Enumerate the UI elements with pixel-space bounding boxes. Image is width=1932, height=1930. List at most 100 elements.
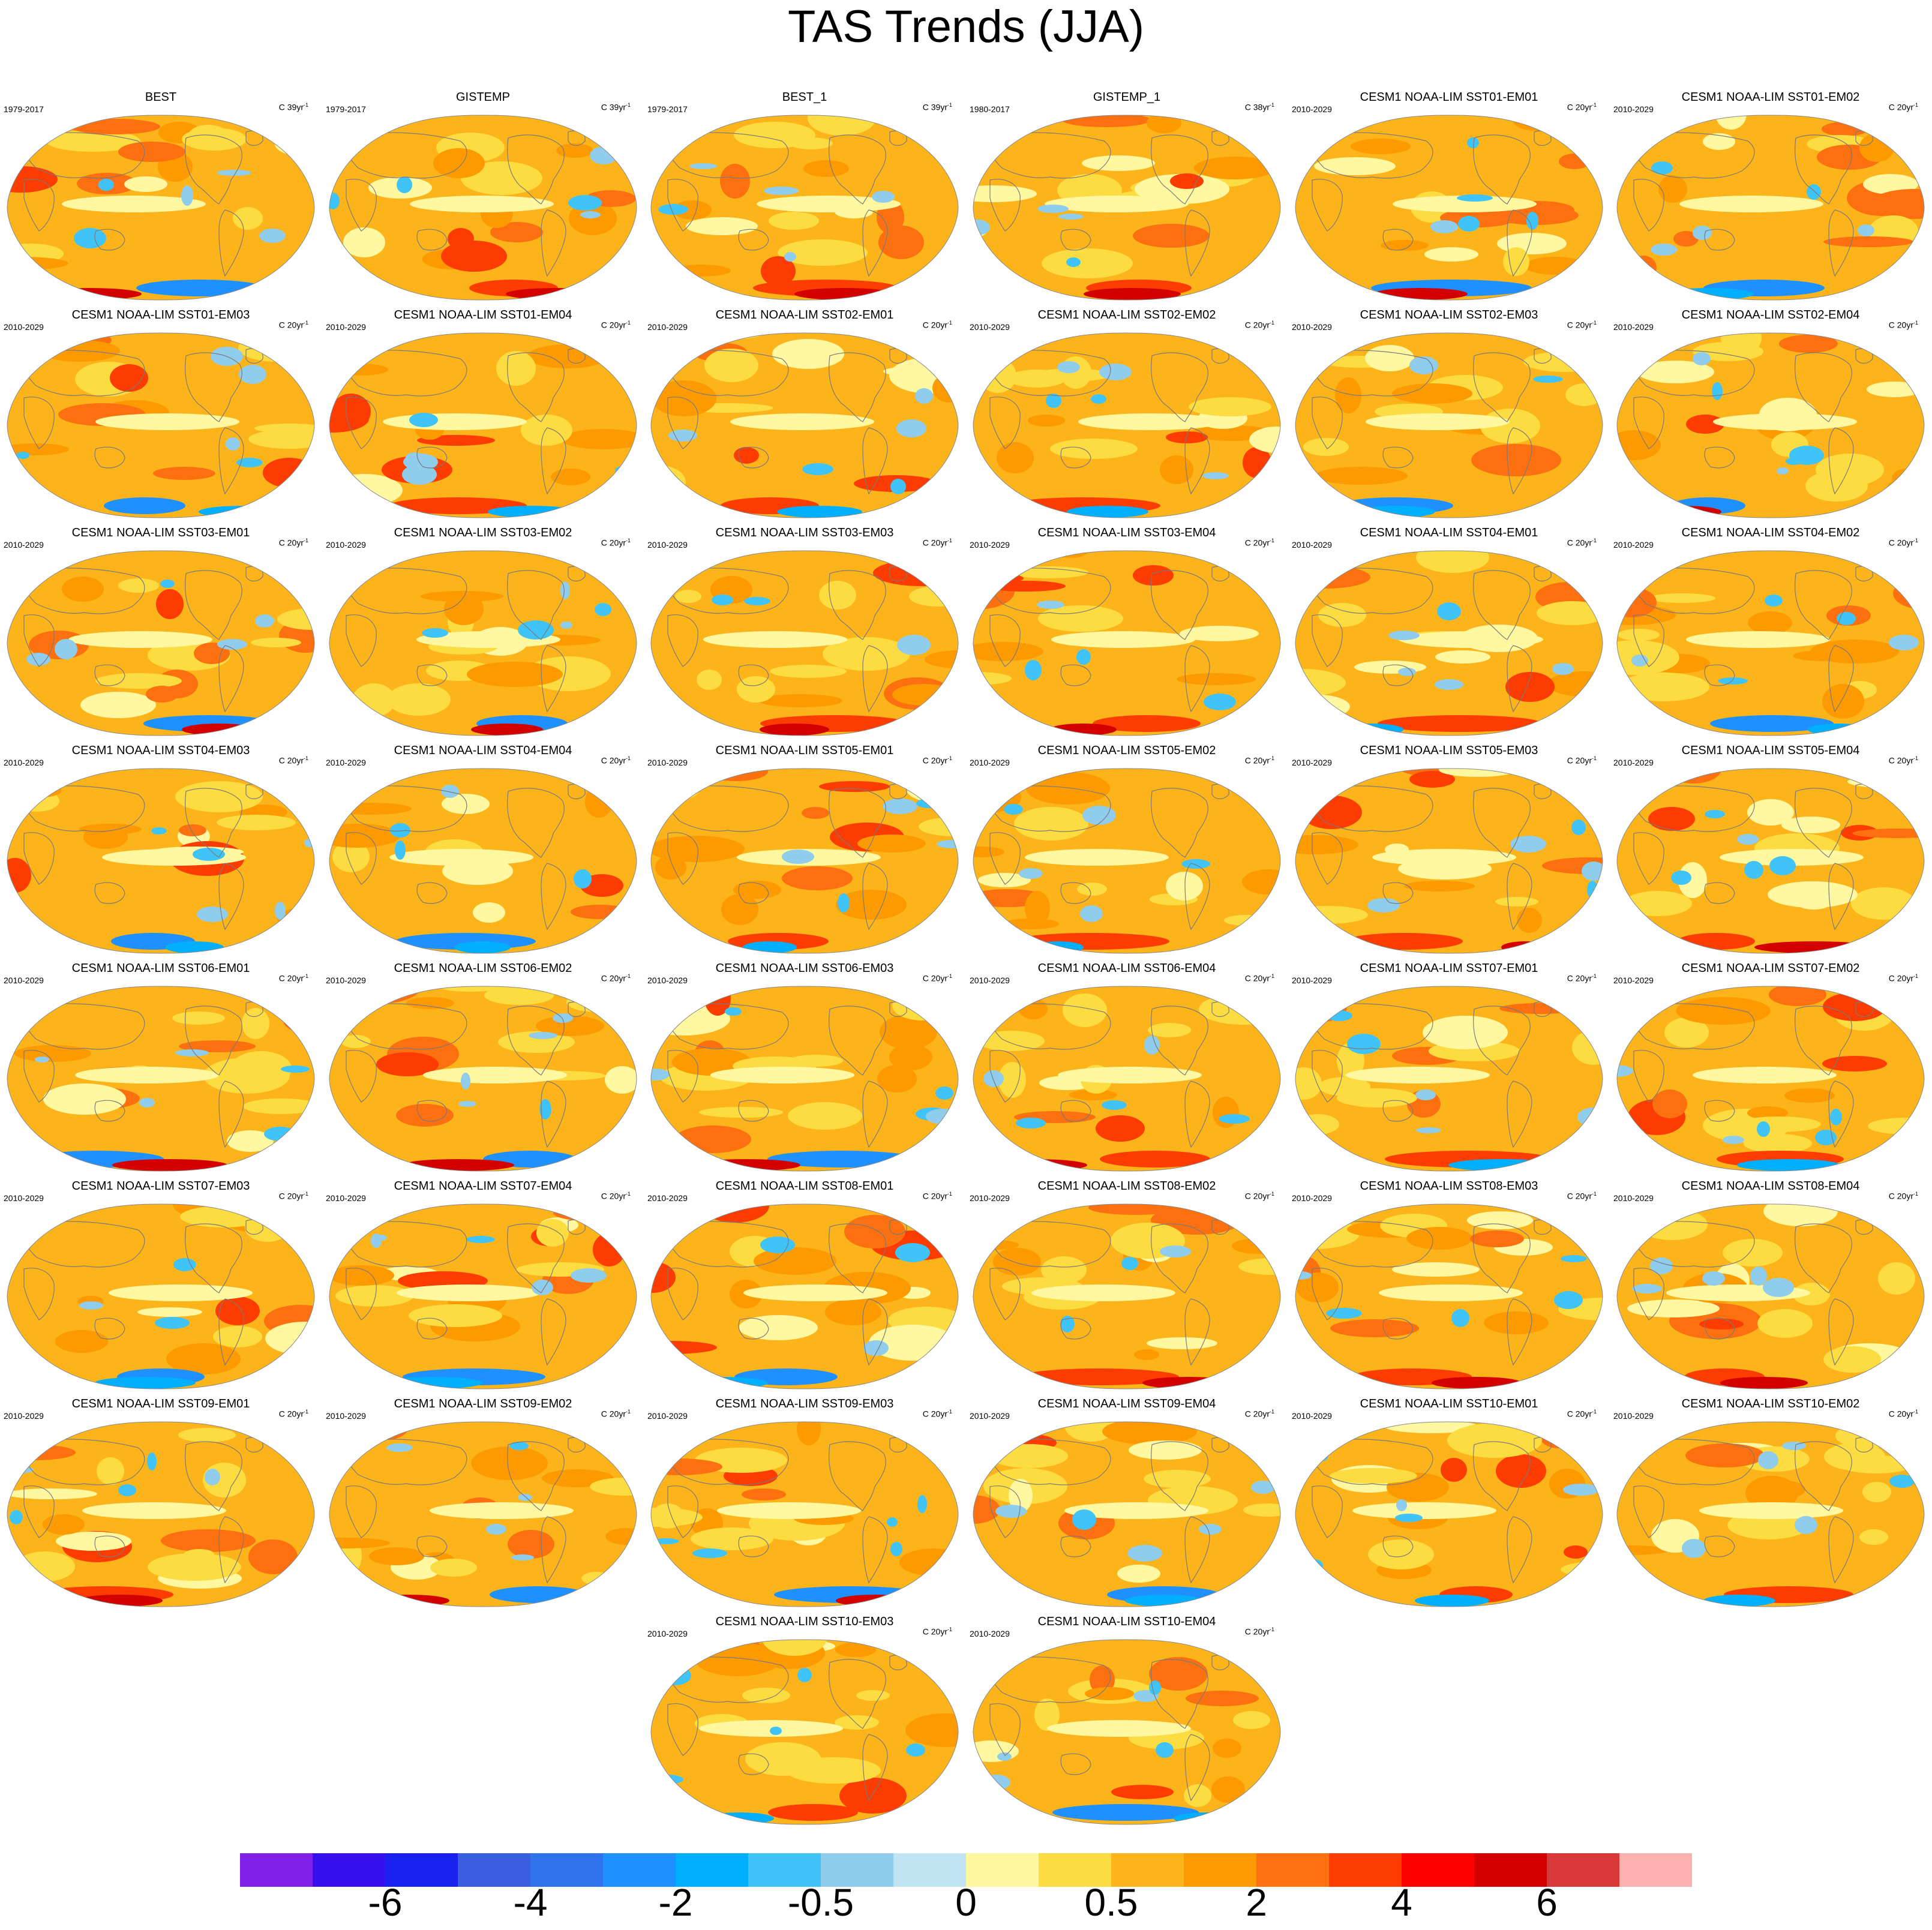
coastline xyxy=(1311,1439,1433,1485)
trend-contour xyxy=(590,1478,637,1496)
trend-contour xyxy=(1416,551,1489,573)
coastline xyxy=(541,1080,566,1148)
trend-contour xyxy=(1847,776,1923,788)
coastline xyxy=(1704,229,1735,251)
trend-contour xyxy=(717,1502,861,1519)
trend-contour xyxy=(742,1688,790,1703)
trend-contour xyxy=(896,419,926,437)
trend-contour xyxy=(673,200,712,220)
map-panel: CESM1 NOAA-LIM SST02-EM04 2010-2029 C 20yr… xyxy=(1610,308,1931,525)
trend-contour xyxy=(1823,992,1886,1021)
panel-period: 2010-2029 xyxy=(647,540,688,550)
panel-title: BEST xyxy=(145,91,177,104)
trend-contour xyxy=(1631,655,1648,667)
trend-contour xyxy=(1617,1204,1665,1228)
trend-contour xyxy=(215,1296,260,1325)
trend-contour xyxy=(1174,1812,1241,1824)
panel-period: 1980-2017 xyxy=(970,104,1010,114)
map-border xyxy=(973,768,1281,954)
trend-contour xyxy=(1889,635,1919,650)
panel-units: C 20yr-1 xyxy=(601,1191,631,1201)
trend-contour xyxy=(1166,431,1208,443)
coastline xyxy=(1060,446,1091,469)
coastline xyxy=(416,882,448,904)
trend-contour xyxy=(786,1757,881,1784)
trend-contour xyxy=(556,143,593,158)
trend-contour xyxy=(655,856,686,880)
trend-contour xyxy=(580,211,601,218)
trend-contour xyxy=(905,1713,958,1747)
panel-period: 2010-2029 xyxy=(970,540,1010,550)
trend-map xyxy=(973,332,1281,518)
panel-units: C 20yr-1 xyxy=(278,973,308,983)
colorbar-swatch xyxy=(1329,1853,1402,1887)
trend-contour xyxy=(744,597,770,605)
map-panel: CESM1 NOAA-LIM SST04-EM02 2010-2029 C 20yr… xyxy=(1610,526,1931,743)
trend-contour xyxy=(782,866,853,890)
map-border xyxy=(1295,332,1603,518)
map-panel: CESM1 NOAA-LIM SST03-EM04 2010-2029 C 20yr… xyxy=(966,526,1288,743)
trend-contour xyxy=(1686,631,1830,648)
trend-contour xyxy=(1435,679,1463,690)
trend-contour xyxy=(1025,849,1169,866)
trend-map xyxy=(7,986,315,1172)
coastline xyxy=(667,1485,698,1538)
coastline xyxy=(1184,1516,1210,1584)
coastline xyxy=(1795,1223,1852,1293)
trend-contour xyxy=(1392,383,1472,404)
panel-units: C 20yr-1 xyxy=(1244,320,1274,330)
map-panel: CESM1 NOAA-LIM SST03-EM03 2010-2029 C 20yr… xyxy=(644,526,965,743)
trend-contour xyxy=(275,1002,314,1022)
coastline xyxy=(1507,1516,1532,1584)
colorbar-swatch xyxy=(1039,1853,1112,1887)
coastline xyxy=(345,1003,467,1050)
map-panel: CESM1 NOAA-LIM SST05-EM01 2010-2029 C 20yr… xyxy=(644,743,965,961)
panel-units: C 20yr-1 xyxy=(1244,1191,1274,1201)
trend-contour xyxy=(518,620,554,640)
coastline xyxy=(1633,1439,1755,1485)
trend-contour xyxy=(1012,933,1169,950)
trend-contour xyxy=(1069,1089,1117,1100)
trend-contour xyxy=(985,581,1066,592)
trend-map xyxy=(650,1203,959,1389)
trend-contour xyxy=(1177,673,1256,685)
trend-contour xyxy=(1822,684,1864,719)
trend-contour xyxy=(1032,941,1084,953)
panel-title: CESM1 NOAA-LIM SST09-EM02 xyxy=(394,1397,572,1410)
coastline xyxy=(989,1268,1021,1320)
coastline xyxy=(1633,1003,1755,1050)
trend-contour xyxy=(1618,673,1709,701)
trend-contour xyxy=(43,1083,126,1115)
coastline xyxy=(1151,134,1208,205)
coastline xyxy=(1060,664,1091,686)
trend-contour xyxy=(1025,660,1042,680)
trend-contour xyxy=(409,1304,502,1327)
trend-contour xyxy=(509,1442,529,1450)
coastline xyxy=(23,1439,145,1485)
trend-contour xyxy=(863,1340,889,1356)
trend-contour xyxy=(1867,382,1922,397)
trend-map xyxy=(1295,986,1603,1172)
map-panel: CESM1 NOAA-LIM SST03-EM01 2010-2029 C 20yr… xyxy=(0,526,322,743)
trend-contour xyxy=(1617,1065,1633,1077)
trend-contour xyxy=(334,795,360,808)
trend-contour xyxy=(1676,997,1771,1025)
trend-contour xyxy=(772,339,844,369)
panel-period: 2010-2029 xyxy=(4,1411,44,1421)
coastline xyxy=(1633,1050,1664,1103)
trend-contour xyxy=(1495,897,1538,907)
trend-contour xyxy=(1882,779,1924,794)
trend-map xyxy=(1295,768,1603,954)
trend-contour xyxy=(595,603,611,616)
coastline xyxy=(1704,446,1735,469)
trend-contour xyxy=(1256,1341,1280,1353)
coastline xyxy=(1060,882,1091,904)
trend-contour xyxy=(760,1236,795,1253)
trend-contour xyxy=(1077,883,1107,896)
trend-contour xyxy=(1045,196,1189,212)
coastline xyxy=(218,645,244,713)
trend-contour xyxy=(1051,631,1195,648)
coastline xyxy=(667,397,698,449)
trend-contour xyxy=(1769,856,1796,875)
trend-contour xyxy=(1235,998,1280,1008)
